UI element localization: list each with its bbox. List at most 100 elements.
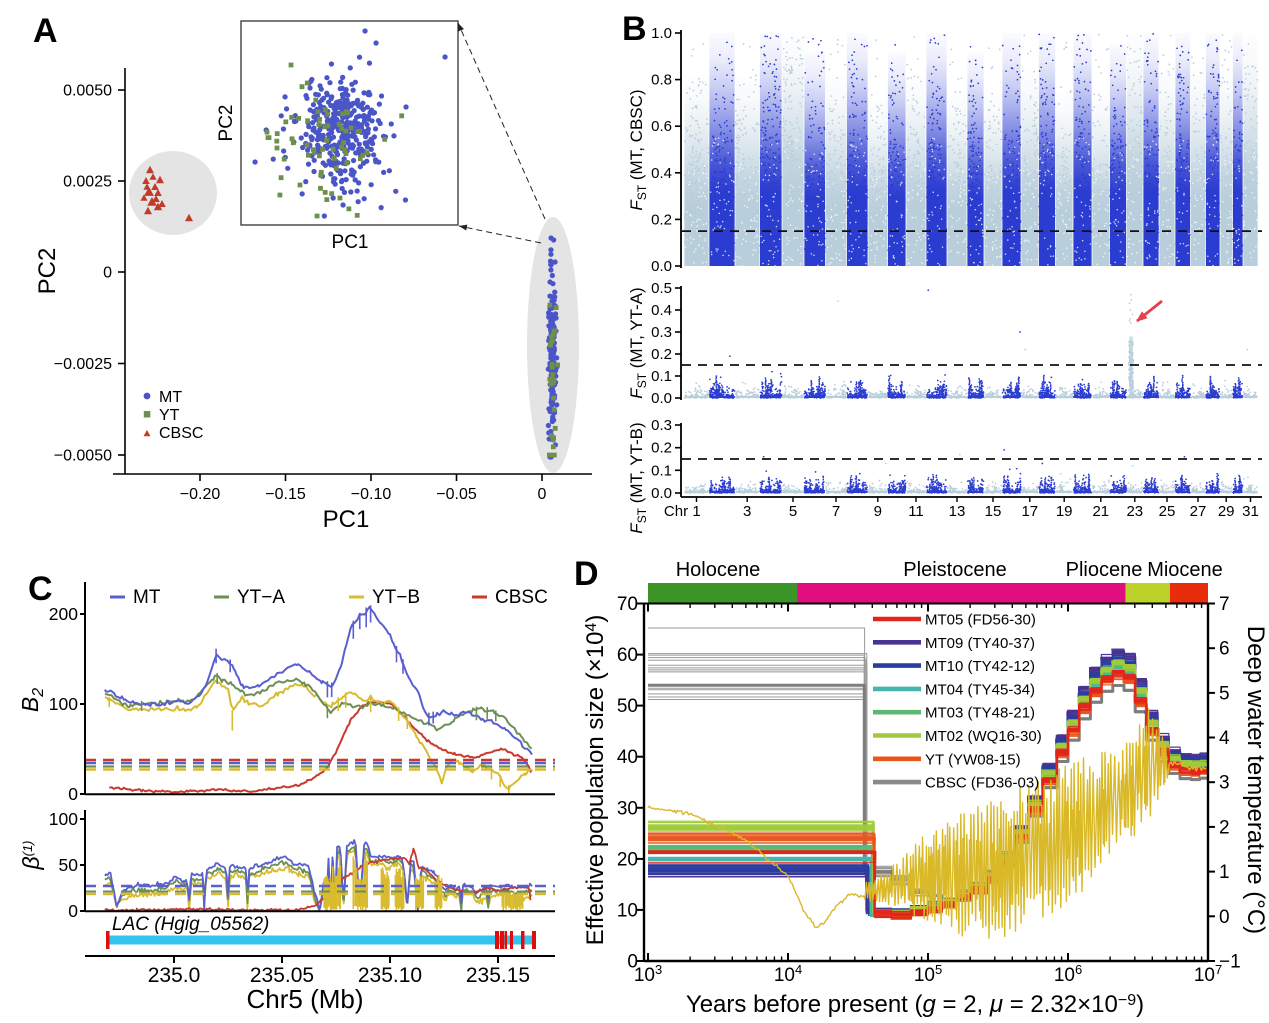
svg-text:0.4: 0.4 (651, 302, 672, 319)
svg-text:YT−B: YT−B (372, 587, 420, 608)
svg-text:CBSC: CBSC (495, 587, 548, 608)
svg-text:1: 1 (692, 503, 700, 520)
svg-text:FST (MT, CBSC): FST (MT, CBSC) (627, 89, 649, 210)
svg-text:Deep water temperature (°C): Deep water temperature (°C) (1242, 626, 1269, 934)
svg-text:LAC (Hgig_05562): LAC (Hgig_05562) (112, 914, 269, 935)
svg-text:104: 104 (774, 962, 802, 986)
svg-text:0.5: 0.5 (651, 280, 672, 297)
svg-text:0.2: 0.2 (651, 346, 672, 363)
svg-text:0.6: 0.6 (651, 118, 672, 135)
svg-text:9: 9 (874, 503, 882, 520)
svg-text:PC2: PC2 (34, 248, 61, 295)
svg-text:103: 103 (634, 962, 662, 986)
svg-text:MT: MT (133, 587, 161, 608)
svg-text:17: 17 (1021, 503, 1038, 520)
svg-text:7: 7 (1219, 594, 1230, 615)
svg-text:1: 1 (1219, 862, 1230, 883)
svg-text:0: 0 (68, 901, 78, 921)
svg-text:D: D (574, 555, 599, 593)
svg-text:10: 10 (617, 900, 638, 921)
svg-text:Chr5 (Mb): Chr5 (Mb) (246, 984, 363, 1014)
svg-text:MT02 (WQ16-30): MT02 (WQ16-30) (925, 728, 1042, 745)
svg-text:Years before present (g = 2, μ: Years before present (g = 2, μ = 2.32×10… (686, 991, 1144, 1018)
svg-text:0: 0 (103, 265, 112, 282)
svg-text:CBSC: CBSC (159, 425, 203, 442)
svg-text:0: 0 (538, 486, 547, 503)
svg-text:0.4: 0.4 (651, 165, 672, 182)
svg-text:0.0: 0.0 (651, 390, 672, 407)
svg-text:6: 6 (1219, 639, 1230, 660)
svg-text:YT−A: YT−A (237, 587, 285, 608)
svg-text:−0.20: −0.20 (180, 486, 221, 503)
svg-text:0.3: 0.3 (651, 324, 672, 341)
svg-text:CBSC (FD36-03): CBSC (FD36-03) (925, 775, 1039, 792)
svg-text:B: B (622, 10, 647, 48)
svg-text:PC1: PC1 (323, 506, 370, 533)
svg-text:5: 5 (789, 503, 797, 520)
svg-text:29: 29 (1218, 503, 1235, 520)
svg-text:2: 2 (1219, 817, 1230, 838)
svg-text:235.15: 235.15 (466, 964, 530, 987)
svg-text:0.3: 0.3 (651, 417, 672, 434)
svg-text:−0.0025: −0.0025 (54, 356, 112, 373)
svg-text:0.0050: 0.0050 (63, 83, 112, 100)
svg-text:1.0: 1.0 (651, 25, 672, 42)
svg-text:235.10: 235.10 (358, 964, 422, 987)
svg-text:YT (YW08-15): YT (YW08-15) (925, 751, 1021, 768)
svg-text:11: 11 (908, 503, 924, 520)
svg-text:0.2: 0.2 (651, 440, 672, 457)
svg-text:PC2: PC2 (216, 105, 237, 142)
svg-text:0.8: 0.8 (651, 72, 672, 89)
svg-text:0.0: 0.0 (651, 485, 672, 502)
svg-text:−1: −1 (1219, 952, 1241, 973)
svg-text:60: 60 (617, 645, 638, 666)
svg-text:13: 13 (949, 503, 966, 520)
svg-text:MT04 (TY45-34): MT04 (TY45-34) (925, 681, 1035, 698)
svg-text:0: 0 (1219, 907, 1230, 928)
svg-text:MT10 (TY42-12): MT10 (TY42-12) (925, 658, 1035, 675)
svg-text:−0.10: −0.10 (351, 486, 392, 503)
svg-text:100: 100 (49, 809, 78, 829)
svg-text:23: 23 (1126, 503, 1143, 520)
svg-text:0: 0 (627, 952, 638, 973)
svg-text:70: 70 (617, 594, 638, 615)
svg-text:0.2: 0.2 (651, 211, 672, 228)
svg-text:15: 15 (985, 503, 1002, 520)
svg-text:MT: MT (159, 389, 182, 406)
svg-text:27: 27 (1190, 503, 1207, 520)
svg-text:50: 50 (59, 855, 79, 875)
svg-text:0.1: 0.1 (651, 462, 672, 479)
svg-text:−0.15: −0.15 (265, 486, 306, 503)
svg-text:PC1: PC1 (332, 232, 369, 253)
svg-text:19: 19 (1056, 503, 1073, 520)
svg-text:YT: YT (159, 407, 180, 424)
svg-text:3: 3 (743, 503, 751, 520)
svg-text:Effective population size (×10: Effective population size (×104) (582, 615, 609, 946)
svg-text:50: 50 (617, 696, 638, 717)
svg-text:Pliocene: Pliocene (1066, 559, 1143, 581)
svg-text:40: 40 (617, 747, 638, 768)
svg-text:100: 100 (49, 694, 78, 714)
svg-text:−0.05: −0.05 (436, 486, 477, 503)
svg-text:0: 0 (68, 784, 78, 804)
svg-text:21: 21 (1092, 503, 1109, 520)
svg-text:0.1: 0.1 (651, 368, 672, 385)
svg-text:0.0: 0.0 (651, 258, 672, 275)
svg-text:30: 30 (617, 798, 638, 819)
svg-text:4: 4 (1219, 728, 1230, 749)
svg-text:106: 106 (1054, 962, 1082, 986)
svg-text:7: 7 (832, 503, 840, 520)
svg-text:FST (MT, YT-B): FST (MT, YT-B) (627, 422, 649, 533)
svg-text:200: 200 (49, 604, 78, 624)
svg-text:Holocene: Holocene (676, 559, 761, 581)
svg-text:Pleistocene: Pleistocene (903, 559, 1006, 581)
svg-text:235.05: 235.05 (250, 964, 314, 987)
svg-text:31: 31 (1242, 503, 1259, 520)
svg-text:20: 20 (617, 849, 638, 870)
svg-text:5: 5 (1219, 683, 1230, 704)
svg-text:MT05 (FD56-30): MT05 (FD56-30) (925, 612, 1036, 629)
svg-text:3: 3 (1219, 773, 1230, 794)
svg-text:Miocene: Miocene (1147, 559, 1223, 581)
svg-text:A: A (33, 12, 58, 50)
svg-text:25: 25 (1159, 503, 1176, 520)
